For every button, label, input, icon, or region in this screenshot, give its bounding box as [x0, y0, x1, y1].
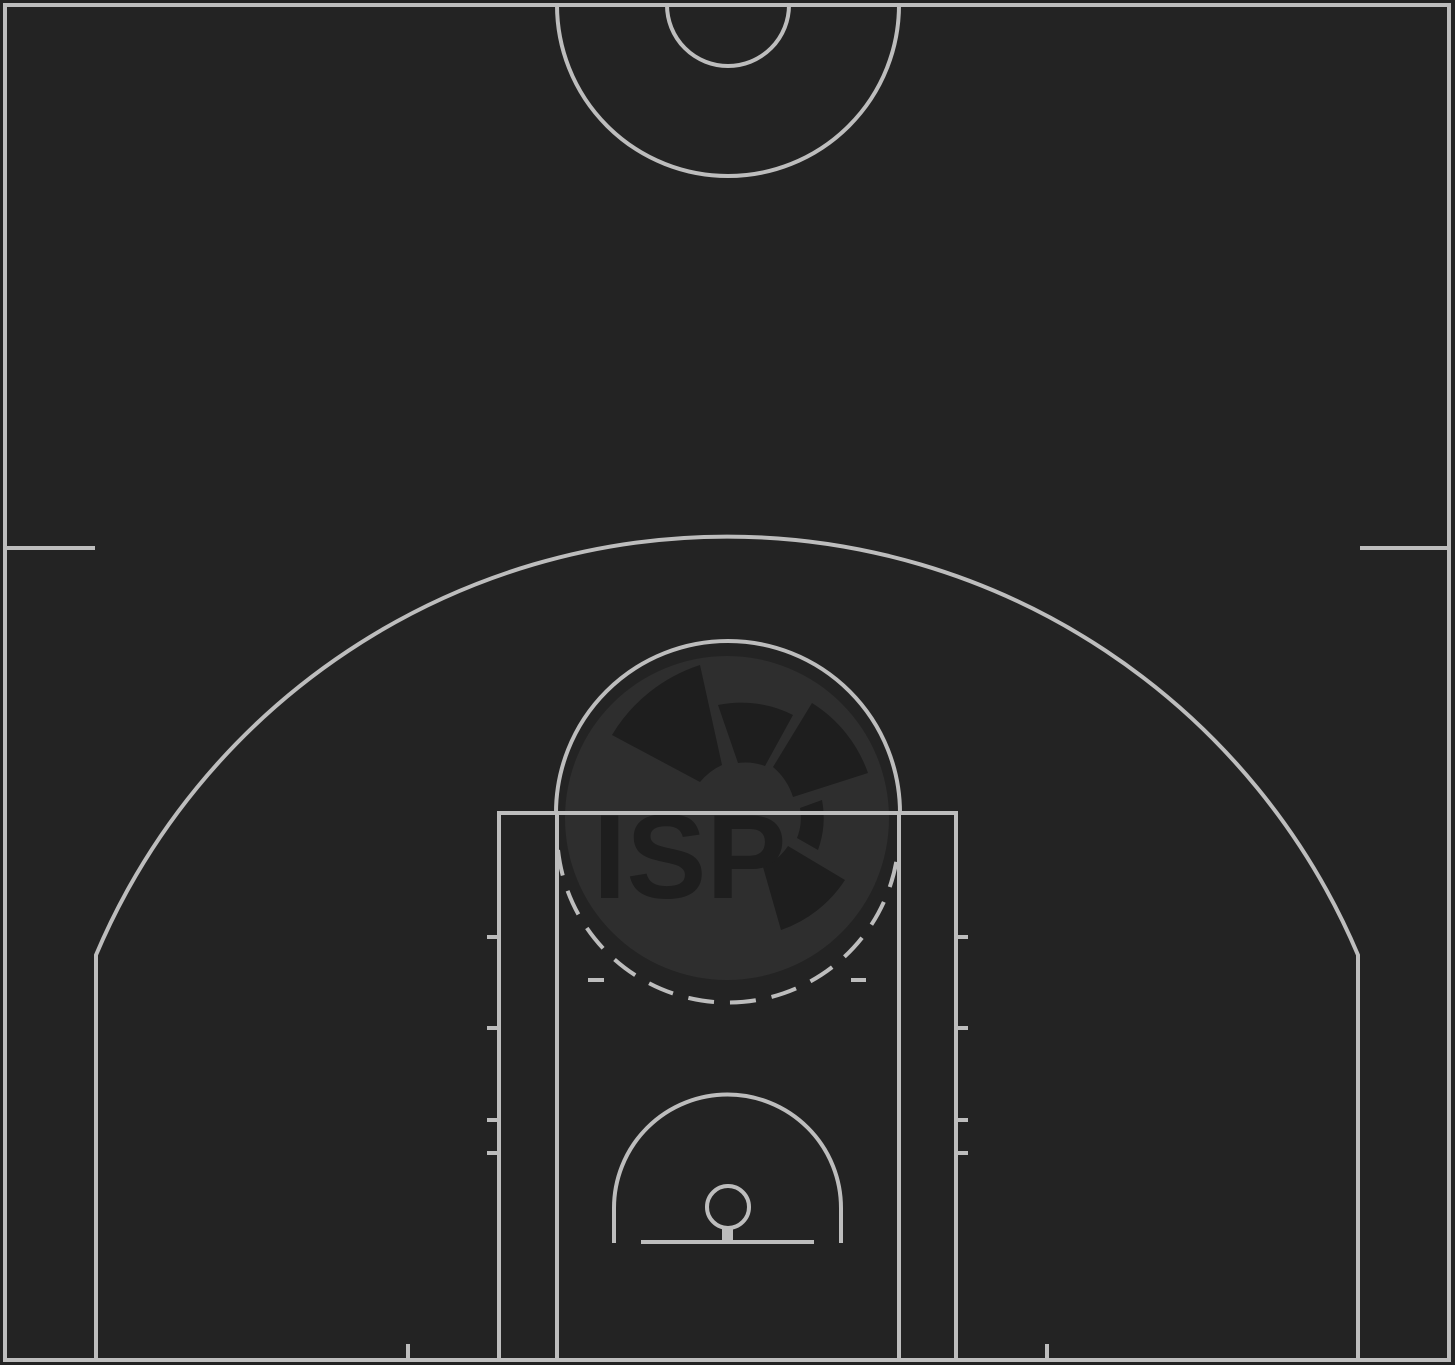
center-circle-outer [555, 4, 901, 178]
watermark-rings [612, 665, 868, 930]
key-outer [497, 811, 958, 1362]
center-circle-inner [665, 4, 791, 68]
court-lines [3, 3, 1451, 1362]
watermark-logo: ISP [565, 656, 889, 980]
free-throw-circle-bottom [556, 849, 900, 1005]
restricted-area-arc [612, 1092, 843, 1243]
rim [705, 1184, 751, 1230]
three-point-line [94, 534, 1360, 1360]
rim-connector [722, 1228, 733, 1242]
free-throw-circle-top [554, 639, 902, 814]
watermark-text: ISP [593, 790, 786, 924]
